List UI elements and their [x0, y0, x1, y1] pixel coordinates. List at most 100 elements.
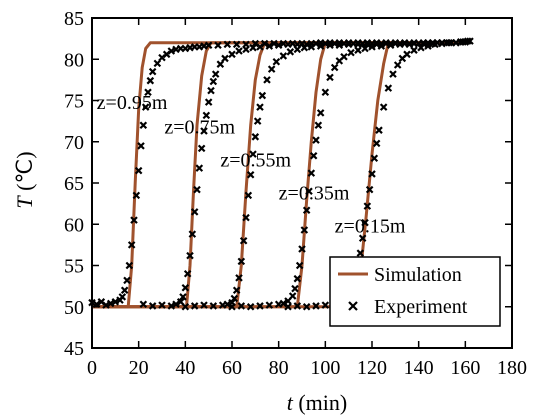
experiment-point-z-0-35m-10: [293, 274, 302, 283]
experiment-point-z-0-75m-28: [265, 42, 274, 50]
y-tick-label-70: 70: [64, 132, 84, 154]
experiment-point-z-0-55m-8: [232, 286, 241, 295]
experiment-point-z-0-75m-17: [204, 98, 213, 106]
experiment-point-z-0-75m-34: [321, 39, 330, 48]
experiment-point-z-0-55m-10: [237, 257, 246, 266]
experiment-point-z-0-15m-4: [321, 301, 330, 309]
experiment-point-z-0-35m-0: [228, 302, 236, 311]
experiment-point-z-0-55m-29: [326, 41, 334, 50]
experiment-point-z-0-55m-25: [293, 45, 302, 54]
x-tick-label-40: 40: [175, 357, 195, 379]
experiment-point-z-0-55m-7: [230, 294, 239, 303]
experiment-point-z-0-35m-25: [340, 52, 348, 61]
experiment-point-z-0-55m-27: [307, 43, 316, 51]
annotation-z-0-75m: z=0.75m: [164, 117, 235, 139]
experiment-point-z-0-35m-15: [305, 187, 313, 196]
experiment-point-z-0-35m-18: [312, 136, 320, 144]
experiment-point-z-0-95m-19: [146, 76, 155, 85]
experiment-point-z-0-15m-31: [438, 39, 446, 48]
experiment-point-z-0-95m-7: [118, 293, 127, 301]
experiment-point-z-0-75m-4: [172, 300, 180, 309]
experiment-point-z-0-55m-3: [209, 302, 218, 310]
experiment-point-z-0-95m-21: [153, 59, 162, 68]
experiment-point-z-0-35m-26: [347, 48, 355, 57]
experiment-point-z-0-35m-19: [314, 121, 323, 130]
x-tick-label-120: 120: [357, 357, 387, 379]
experiment-point-z-0-35m-14: [302, 206, 311, 215]
y-tick-label-50: 50: [64, 297, 84, 319]
experiment-point-z-0-55m-9: [235, 274, 243, 282]
x-tick-label-60: 60: [222, 357, 242, 379]
experiment-point-z-0-55m-18: [256, 103, 264, 111]
experiment-point-z-0-35m-4: [265, 301, 274, 309]
experiment-point-z-0-55m-14: [246, 170, 255, 179]
experiment-point-z-0-95m-24: [167, 47, 176, 55]
experiment-point-z-0-95m-35: [232, 40, 241, 49]
experiment-point-z-0-55m-26: [300, 43, 309, 52]
experiment-point-z-0-35m-31: [386, 41, 395, 50]
experiment-point-z-0-75m-20: [211, 70, 220, 78]
x-tick-label-0: 0: [87, 357, 97, 379]
x-tick-label-20: 20: [129, 357, 149, 379]
experiment-point-z-0-15m-2: [302, 302, 311, 311]
experiment-point-z-0-15m-17: [368, 170, 376, 178]
experiment-point-z-0-55m-33: [363, 40, 372, 49]
experiment-point-z-0-75m-26: [249, 43, 257, 52]
experiment-point-z-0-35m-13: [300, 226, 309, 234]
experiment-point-z-0-15m-21: [379, 103, 388, 111]
experiment-point-z-0-15m-32: [445, 38, 453, 47]
y-tick-label-75: 75: [64, 91, 84, 113]
y-axis-unit: (℃): [12, 151, 37, 196]
experiment-point-z-0-15m-15: [363, 202, 372, 210]
experiment-point-z-0-75m-3: [167, 302, 176, 310]
experiment-point-z-0-75m-9: [186, 251, 194, 260]
experiment-point-z-0-55m-15: [249, 150, 257, 158]
y-axis-label: T (℃): [12, 151, 37, 208]
curve-annotations: z=0.95m z=0.75m z=0.55m z=0.35m z=0.15m: [97, 92, 406, 238]
experiment-point-z-0-15m-27: [410, 46, 418, 54]
legend-x-marker: [348, 301, 358, 311]
experiment-point-z-0-75m-18: [207, 86, 215, 95]
experiment-point-z-0-95m-14: [134, 166, 143, 175]
experiment-point-z-0-15m-22: [384, 84, 393, 92]
experiment-point-z-0-75m-10: [188, 230, 197, 238]
experiment-point-z-0-75m-25: [242, 45, 250, 54]
x-tick-label-140: 140: [404, 357, 434, 379]
experiment-point-z-0-95m-17: [141, 103, 150, 111]
experiment-point-z-0-95m-16: [139, 121, 148, 130]
experiment-point-z-0-35m-23: [330, 63, 339, 72]
experiment-point-z-0-35m-3: [256, 302, 264, 310]
experiment-point-z-0-35m-33: [405, 40, 414, 49]
experiment-point-z-0-95m-32: [204, 41, 213, 50]
experiment-point-z-0-95m-12: [130, 216, 138, 224]
legend: Simulation Experiment: [329, 256, 501, 327]
x-tick-label-160: 160: [450, 357, 480, 379]
experiment-point-z-0-35m-27: [354, 46, 362, 54]
experiment-point-z-0-95m-9: [123, 276, 131, 285]
experiment-point-z-0-35m-28: [361, 44, 369, 53]
experiment-point-z-0-75m-16: [202, 111, 211, 120]
experiment-point-z-0-55m-5: [223, 300, 232, 309]
x-axis-variable: t: [287, 390, 294, 415]
experiment-point-z-0-35m-12: [298, 245, 306, 253]
x-tick-label-80: 80: [269, 357, 289, 379]
experiment-point-z-0-55m-13: [244, 191, 253, 200]
experiment-point-z-0-75m-11: [190, 208, 199, 216]
x-tick-label-100: 100: [310, 357, 340, 379]
legend-experiment-label: Experiment: [374, 296, 468, 318]
experiment-point-z-0-55m-24: [286, 48, 295, 56]
experiment-point-z-0-55m-2: [200, 301, 208, 309]
experiment-point-z-0-95m-11: [127, 241, 136, 249]
experiment-point-z-0-75m-27: [256, 43, 264, 51]
y-tick-label-45: 45: [64, 338, 84, 360]
experiment-point-z-0-75m-24: [235, 47, 243, 55]
experiment-point-z-0-95m-3: [102, 301, 110, 309]
experiment-point-z-0-55m-17: [253, 117, 262, 125]
experiment-point-z-0-55m-23: [279, 52, 288, 60]
experiment-point-z-0-55m-20: [263, 76, 271, 84]
experiment-point-z-0-15m-3: [312, 302, 320, 310]
experiment-point-z-0-15m-16: [365, 185, 374, 194]
experiment-point-z-0-75m-6: [179, 293, 187, 301]
experiment-point-z-0-15m-18: [370, 154, 379, 163]
legend-simulation-label: Simulation: [374, 264, 462, 286]
